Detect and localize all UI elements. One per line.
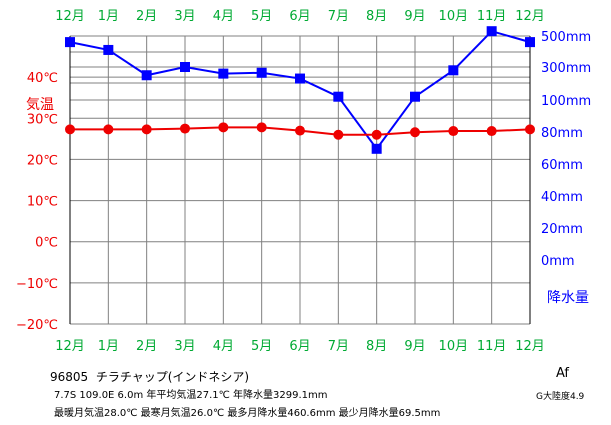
month-label-bottom: 3月: [174, 339, 195, 354]
month-label-bottom: 4月: [213, 339, 234, 354]
month-label-top: 8月: [366, 9, 387, 24]
precipitation-marker: [525, 37, 535, 48]
temperature-tick-label: 30℃: [27, 112, 58, 127]
temperature-marker: [103, 124, 114, 135]
temperature-marker: [218, 122, 229, 133]
month-label-top: 5月: [251, 9, 272, 24]
station-name: チラチャップ(インドネシア): [95, 370, 250, 384]
precipitation-axis-title: 降水量: [547, 290, 589, 306]
precipitation-tick-label: 80mm: [541, 126, 583, 141]
month-label-top: 4月: [213, 9, 234, 24]
precipitation-marker: [410, 91, 420, 102]
bottom-month-axis: 12月 1月 2月 3月 4月 5月 6月 7月 8月 9月 10月 11月 12月: [55, 339, 545, 354]
precipitation-marker: [333, 91, 344, 102]
temperature-marker: [333, 129, 344, 140]
month-label-bottom: 2月: [136, 339, 157, 354]
month-label-bottom: 12月: [55, 339, 85, 354]
month-label-top: 12月: [55, 9, 85, 24]
temperature-marker: [295, 125, 305, 136]
month-label-bottom: 1月: [98, 339, 119, 354]
temperature-marker: [448, 126, 459, 137]
precipitation-series: [65, 26, 535, 154]
temperature-tick-label: 0℃: [35, 236, 58, 251]
temperature-marker: [410, 127, 420, 138]
month-label-top: 1月: [98, 9, 119, 24]
temperature-marker: [525, 124, 535, 135]
month-label-top: 3月: [174, 9, 195, 24]
precipitation-marker: [103, 44, 114, 55]
temperature-tick-label: 20℃: [27, 153, 58, 168]
top-month-axis: 12月 1月 2月 3月 4月 5月 6月 7月 8月 9月 10月 11月 12月: [55, 9, 545, 24]
month-label-top: 7月: [328, 9, 349, 24]
koppen-class: Af: [556, 366, 570, 381]
precipitation-marker: [486, 26, 497, 37]
precipitation-marker: [180, 62, 190, 72]
month-label-bottom: 9月: [404, 339, 425, 354]
temperature-tick-label: 40℃: [27, 71, 58, 86]
temperature-axis-title: 気温: [26, 97, 54, 113]
precipitation-marker: [65, 37, 75, 48]
temperature-marker: [486, 126, 497, 137]
temperature-tick-label: −20℃: [16, 318, 58, 333]
temperature-marker: [371, 129, 382, 140]
month-label-top: 12月: [515, 9, 545, 24]
month-label-top: 6月: [289, 9, 310, 24]
temperature-tick-label: −10℃: [16, 277, 58, 292]
station-id: 96805: [50, 370, 89, 384]
precipitation-tick-label: 300mm: [541, 61, 591, 76]
precipitation-marker: [141, 70, 152, 81]
month-label-top: 10月: [439, 9, 469, 24]
month-label-top: 2月: [136, 9, 157, 24]
precipitation-marker: [256, 67, 267, 78]
month-label-bottom: 6月: [289, 339, 310, 354]
month-label-bottom: 8月: [366, 339, 387, 354]
temperature-tick-label: 10℃: [27, 195, 58, 210]
station-details-2: 最暖月気温28.0℃ 最寒月気温26.0℃ 最多月降水量460.6mm 最少月降…: [54, 408, 441, 419]
temperature-marker: [141, 124, 152, 135]
temperature-axis: 気温 40℃ 30℃ 20℃ 10℃ 0℃ −10℃ −20℃: [16, 71, 58, 333]
continentality-index: G大陸度4.9: [536, 392, 585, 402]
precipitation-tick-label: 0mm: [541, 254, 575, 269]
month-label-bottom: 5月: [251, 339, 272, 354]
precipitation-marker: [371, 143, 382, 154]
month-label-bottom: 10月: [439, 339, 469, 354]
precipitation-marker: [218, 68, 229, 79]
precipitation-axis: 500mm 300mm 100mm 80mm 60mm 40mm 20mm 0mm 降水量: [541, 30, 591, 306]
temperature-series: [65, 122, 535, 140]
precipitation-tick-label: 500mm: [541, 30, 591, 45]
precipitation-tick-label: 40mm: [541, 190, 583, 205]
station-title: 96805 チラチャップ(インドネシア): [50, 368, 249, 385]
precipitation-marker: [295, 73, 305, 84]
month-label-bottom: 12月: [515, 339, 545, 354]
precipitation-tick-label: 100mm: [541, 94, 591, 109]
precipitation-tick-label: 20mm: [541, 222, 583, 237]
precipitation-marker: [448, 65, 459, 76]
precipitation-tick-label: 60mm: [541, 158, 583, 173]
temperature-marker: [65, 124, 75, 135]
month-label-top: 9月: [404, 9, 425, 24]
climate-chart: 12月 1月 2月 3月 4月 5月 6月 7月 8月 9月 10月 11月 12月 12月 1月 2月 3月…: [16, 9, 591, 354]
month-label-bottom: 7月: [328, 339, 349, 354]
temperature-marker: [256, 122, 267, 133]
month-label-top: 11月: [477, 9, 507, 24]
temperature-marker: [180, 123, 190, 134]
month-label-bottom: 11月: [477, 339, 507, 354]
station-details-1: 7.7S 109.0E 6.0m 年平均気温27.1℃ 年降水量3299.1mm: [54, 390, 328, 401]
